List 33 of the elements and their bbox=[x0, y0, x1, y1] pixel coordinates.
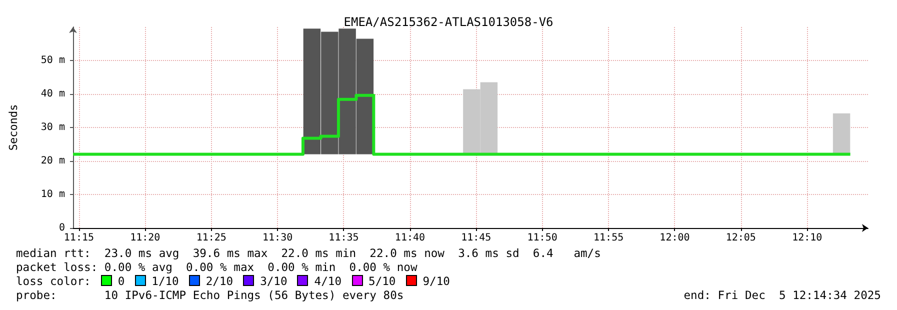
x-tick-label: 11:25 bbox=[196, 232, 226, 244]
y-tick-label: 30 m bbox=[40, 122, 65, 133]
x-tick-label: 12:10 bbox=[792, 232, 822, 244]
text: 2/10 bbox=[206, 275, 234, 288]
x-tick-label: 11:40 bbox=[394, 232, 426, 244]
text: loss color: bbox=[16, 275, 91, 288]
text: 9/10 bbox=[422, 275, 450, 288]
text: 0 bbox=[118, 275, 125, 288]
x-tick-label: 11:15 bbox=[64, 232, 94, 244]
text: 4/10 bbox=[314, 275, 342, 288]
x-tick-label: 11:55 bbox=[594, 232, 624, 244]
y-tick-label: 20 m bbox=[40, 156, 65, 166]
x-tick-label: 11:20 bbox=[130, 232, 160, 244]
y-tick-label: 10 m bbox=[40, 189, 65, 200]
text: median rtt: 23.0 ms avg 39.6 ms max 22.0 ms min 22.0 ms now 3.6 ms sd 6.4 am/s bbox=[16, 247, 601, 261]
y-tick-label: 50 m bbox=[40, 55, 65, 66]
text: 5/10 bbox=[368, 275, 396, 288]
x-tick-label: 11:45 bbox=[461, 232, 492, 244]
x-tick-label: 12:00 bbox=[660, 232, 690, 244]
x-tick-label: 11:35 bbox=[328, 232, 359, 244]
text: packet loss: 0.00 % avg 0.00 % max 0.00 % min 0.00 % now bbox=[16, 261, 418, 275]
text: 3/10 bbox=[260, 275, 288, 288]
y-tick-label: 0 bbox=[58, 222, 65, 234]
x-tick-label: 11:30 bbox=[262, 232, 293, 244]
text: probe: 10 IPv6-ICMP Echo Pings (56 Bytes) every 80s bbox=[16, 289, 404, 303]
y-tick-label: 40 m bbox=[40, 88, 65, 100]
x-tick-label: 11:50 bbox=[527, 232, 558, 244]
bar bbox=[832, 113, 850, 154]
text: 1/10 bbox=[152, 275, 179, 288]
y-axis-title: Seconds bbox=[7, 104, 20, 151]
text: end: Fri Dec 5 12:14:34 2025 bbox=[684, 289, 881, 303]
chart-title: EMEA/AS215362-ATLAS1013058-V6 bbox=[344, 15, 554, 29]
x-tick-label: 12:05 bbox=[726, 232, 756, 244]
